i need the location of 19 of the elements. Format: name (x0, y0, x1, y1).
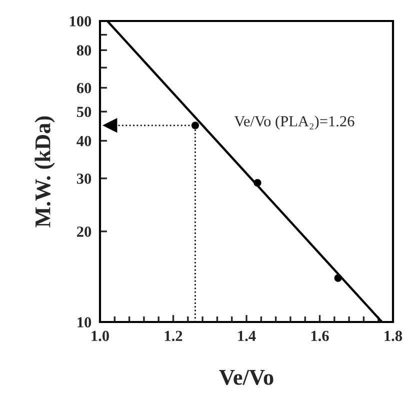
x-tick-label: 1.6 (311, 330, 329, 342)
x-axis-title: Ve/Vo (219, 370, 274, 385)
y-tick-label: 20 (77, 226, 92, 237)
y-tick-label: 50 (77, 106, 92, 118)
x-tick-label: 1.4 (238, 330, 256, 342)
y-axis-title: M.W. (kDa) (34, 116, 55, 228)
x-tick-label: 1.8 (384, 330, 402, 342)
y-tick-label: 10 (78, 317, 92, 328)
y-tick-label: 30 (76, 174, 92, 184)
y-tick-label: 60 (76, 82, 92, 94)
point (334, 274, 342, 282)
annotation: Ve/Vo (PLA₂)=1.26 (234, 116, 354, 130)
y-tick-label: 100 (70, 16, 92, 26)
x-tick-label: 1.2 (164, 330, 182, 342)
point (191, 122, 200, 130)
point (254, 179, 262, 187)
x-tick-label: 1.0 (92, 330, 109, 342)
y-tick-label: 40 (76, 136, 92, 146)
y-tick-label: 80 (76, 45, 92, 56)
